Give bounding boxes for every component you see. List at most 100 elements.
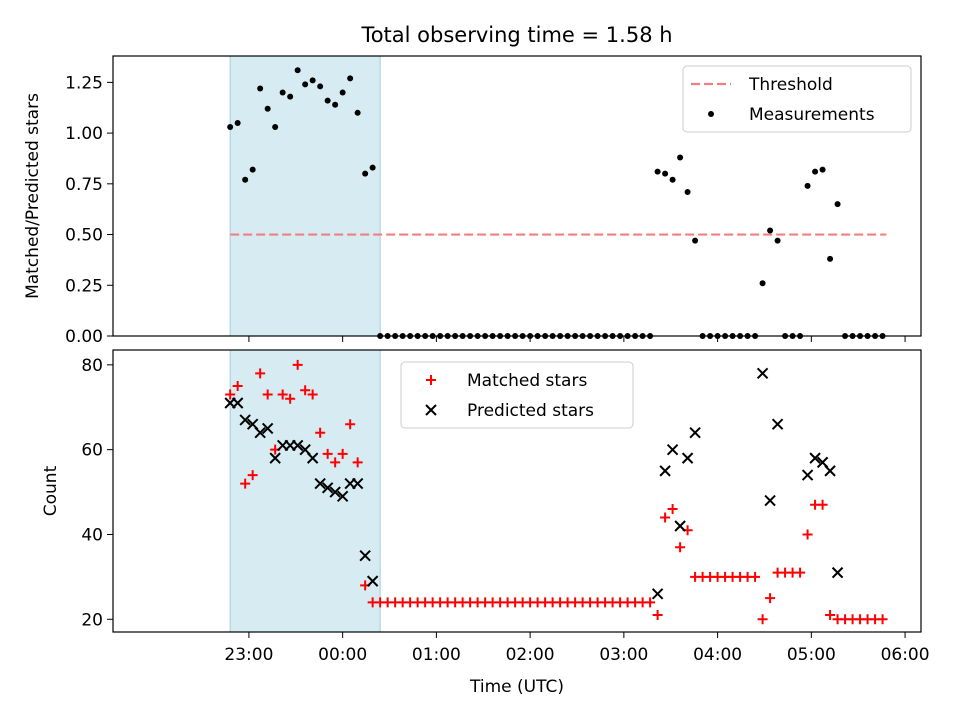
matched-star-point [795, 567, 806, 578]
matched-star-point [765, 593, 776, 604]
matched-star-point [652, 610, 663, 621]
measurement-point [324, 97, 331, 104]
measurement-point [257, 85, 264, 92]
predicted-star-point [336, 490, 349, 503]
matched-star-point [240, 478, 251, 489]
measurement-point [234, 119, 241, 126]
x-axis-label: Time (UTC) [469, 677, 564, 697]
matched-star-point [277, 389, 288, 400]
ratio-axes-frame [112, 55, 922, 337]
matched-star-point [667, 504, 678, 515]
legend-predicted-label: Predicted stars [467, 401, 594, 421]
ratio-y-tick-label: 0.00 [65, 327, 103, 347]
predicted-star-point [351, 477, 364, 490]
predicted-star-point [666, 443, 679, 456]
matched-star-point [825, 610, 836, 621]
measurement-point [759, 280, 766, 287]
matched-star-point [285, 393, 296, 404]
legend-measurements-swatch [708, 111, 714, 117]
ratio-y-tick-label: 0.25 [65, 276, 103, 296]
predicted-star-point [231, 397, 244, 409]
predicted-star-point [689, 426, 701, 439]
predicted-star-point [824, 465, 836, 477]
measurement-point [264, 105, 271, 112]
x-tick-label: 04:00 [693, 645, 742, 665]
predicted-star-point [254, 426, 266, 439]
matched-star-point [352, 457, 363, 468]
x-tick-label: 02:00 [506, 645, 555, 665]
measurement-point [272, 124, 279, 131]
measurement-point [684, 188, 691, 195]
count-y-tick-label: 60 [81, 441, 103, 461]
measurement-point [294, 67, 301, 74]
matched-star-point [322, 448, 333, 459]
matched-star-point [660, 512, 671, 523]
ratio-panel: 0.00 0.25 0.50 0.75 1.00 1.25 Matched/Predicte… [23, 55, 922, 347]
matched-star-point [817, 499, 828, 510]
measurement-point [812, 168, 819, 175]
measurement-point [774, 237, 781, 244]
predicted-star-point [771, 418, 784, 430]
measurement-point [654, 168, 661, 175]
legend-matched-swatch [426, 375, 436, 385]
measurement-point [369, 164, 376, 171]
predicted-star-point [651, 588, 664, 600]
measurement-point [662, 170, 669, 177]
measurement-point [362, 170, 369, 177]
matched-star-point [307, 389, 318, 400]
measurement-point [669, 176, 676, 183]
predicted-star-point [659, 465, 671, 477]
measurement-point [317, 83, 324, 90]
predicted-star-point [674, 520, 686, 532]
predicted-star-point [801, 469, 814, 481]
count-y-tick-label: 40 [81, 525, 103, 545]
measurement-point [804, 182, 811, 189]
predicted-star-point [239, 414, 251, 426]
matched-star-point [675, 542, 686, 553]
x-tick-label: 23:00 [224, 645, 273, 665]
matched-star-point [337, 448, 348, 459]
predicted-star-point [329, 486, 341, 498]
legend-threshold-label: Threshold [748, 75, 833, 95]
matched-star-point [645, 597, 656, 608]
count-y-axis-label: Count [41, 465, 61, 516]
measurement-point [227, 124, 234, 131]
measurement-point [834, 201, 841, 208]
measurement-point [287, 93, 294, 100]
ratio-y-tick-label: 0.75 [65, 175, 103, 195]
measurement-point [677, 154, 684, 161]
measurement-point [347, 75, 354, 82]
predicted-star-point [359, 549, 371, 562]
legend-measurements-label: Measurements [749, 105, 875, 125]
matched-star-point [225, 389, 236, 400]
predicted-star-point [809, 452, 821, 464]
matched-star-point [247, 470, 258, 481]
count-axes-frame [112, 349, 922, 633]
measurement-point [249, 166, 256, 173]
matched-star-point [255, 368, 266, 379]
count-y-tick-label: 20 [81, 610, 103, 630]
measurement-point [354, 109, 361, 116]
predicted-star-point [291, 439, 304, 452]
matched-star-point [292, 359, 303, 370]
predicted-star-point [681, 452, 694, 464]
legend-matched-label: Matched stars [467, 371, 587, 391]
predicted-star-point [756, 367, 769, 380]
x-tick-label: 03:00 [599, 645, 648, 665]
ratio-y-tick-label: 0.50 [65, 226, 103, 246]
predicted-star-point [314, 477, 326, 490]
count-y-tick-label: 80 [81, 356, 103, 376]
measurement-point [279, 89, 286, 96]
measurement-point [242, 176, 249, 183]
predicted-star-point [261, 422, 274, 435]
matched-star-point [300, 385, 311, 396]
predicted-star-point [831, 566, 844, 579]
x-tick-label: 06:00 [881, 645, 930, 665]
measurement-point [302, 81, 309, 88]
matched-star-point [877, 614, 888, 625]
ratio-highlight-span [229, 55, 381, 337]
matched-star-point [262, 389, 273, 400]
measurement-point [692, 237, 699, 244]
legend-box [682, 65, 912, 133]
